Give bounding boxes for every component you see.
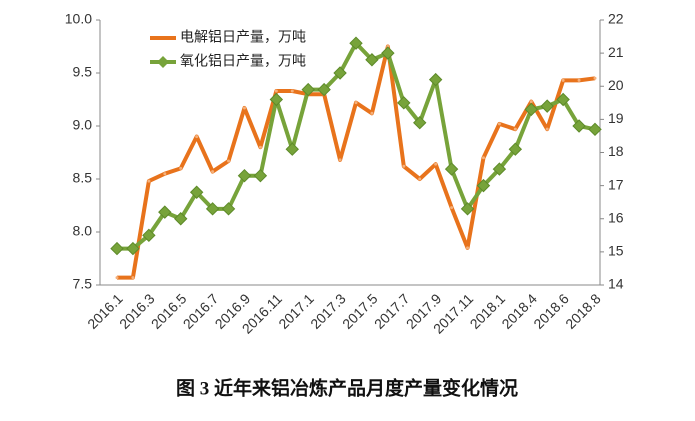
marker [402,164,406,168]
y2-tick-label: 20 [608,77,624,93]
marker [529,100,533,104]
marker [556,92,570,107]
marker [158,205,172,219]
marker [290,89,294,93]
y-tick-label: 8.5 [73,170,93,186]
marker [221,202,236,216]
legend-label: 氧化铝日产量，万吨 [180,53,306,69]
y-tick-label: 7.5 [73,276,93,292]
marker [545,127,549,131]
marker [466,246,470,250]
marker [142,228,156,243]
y2-tick-label: 18 [608,143,624,159]
x-tick-label: 2017.7 [371,290,413,332]
marker [274,89,278,93]
legend-marker [157,56,169,68]
marker [179,166,183,170]
marker [450,206,454,210]
y2-tick-label: 17 [608,176,624,192]
marker [253,168,268,183]
marker [115,276,119,280]
marker [301,82,315,97]
y2-tick-label: 19 [608,110,624,126]
y2-tick-label: 15 [608,243,624,259]
marker [497,122,501,126]
marker [444,162,459,176]
marker [211,170,215,174]
x-tick-label: 2017.3 [307,290,349,332]
marker [205,202,220,216]
marker [365,53,379,67]
marker [434,162,438,166]
marker [561,78,565,82]
series-line [117,41,596,251]
x-tick-label: 2018.8 [562,290,604,332]
marker [317,82,331,97]
x-tick-label: 2016.5 [148,290,190,332]
marker [481,156,485,160]
x-tick-label: 2018.4 [498,290,540,332]
y-tick-label: 8.0 [73,223,93,239]
y-tick-label: 9.0 [73,117,93,133]
x-tick-label: 2016.3 [116,290,158,332]
marker [163,172,167,176]
marker [110,241,124,256]
y2-tick-label: 22 [608,11,624,27]
marker [418,177,422,181]
marker [195,135,199,139]
y2-tick-label: 16 [608,209,624,225]
marker [237,168,252,183]
marker [354,101,358,105]
marker [227,159,231,163]
marker [338,158,342,162]
marker [381,46,395,60]
marker [588,122,602,137]
marker [126,241,140,256]
marker [476,178,491,193]
x-tick-label: 2018.6 [530,290,572,332]
marker [492,162,507,176]
marker [349,36,363,50]
y-tick-label: 9.5 [73,64,93,80]
y-tick-label: 10.0 [65,11,92,27]
y2-tick-label: 14 [608,276,624,292]
marker [397,96,411,110]
marker [508,142,523,156]
marker [131,276,135,280]
series-line [117,44,596,280]
marker [189,185,204,199]
x-tick-label: 2016.7 [180,290,222,332]
marker [333,66,347,80]
marker [513,127,517,131]
marker [285,142,299,156]
marker [428,72,443,87]
marker [147,179,151,183]
x-tick-label: 2017.5 [339,290,381,332]
marker [540,99,554,113]
marker [524,102,538,117]
y2-tick-label: 21 [608,44,624,60]
marker [242,106,246,110]
marker [269,92,284,107]
marker [593,76,597,80]
marker [413,115,427,130]
marker [460,202,475,216]
x-tick-label: 2016.1 [84,290,126,332]
marker [174,212,188,226]
x-tick-label: 2018.1 [467,290,509,332]
x-tick-label: 2017.1 [275,290,317,332]
marker [577,78,581,82]
marker [370,111,374,115]
marker [258,145,262,149]
marker [572,119,586,133]
legend-label: 电解铝日产量，万吨 [180,29,306,45]
chart-title: 图 3 近年来铝冶炼产品月度产量变化情况 [176,376,518,399]
